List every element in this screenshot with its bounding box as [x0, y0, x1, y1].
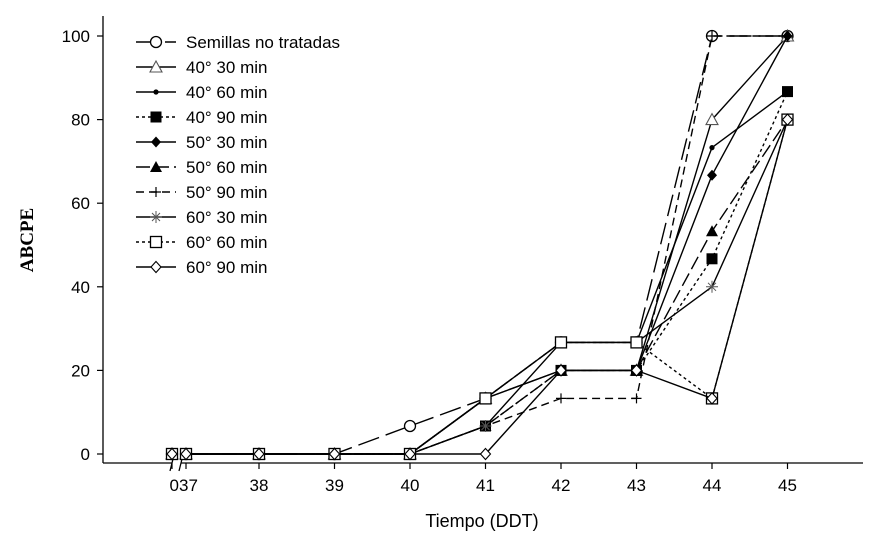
- data-point: [706, 253, 718, 265]
- y-tick-label: 100: [62, 27, 90, 46]
- data-point: [630, 336, 643, 349]
- y-tick-label: 60: [71, 194, 90, 213]
- data-point: [180, 447, 192, 461]
- data-point: [782, 86, 793, 98]
- data-point: [153, 89, 159, 95]
- data-point: [705, 112, 719, 126]
- data-point: [403, 419, 417, 433]
- series-10: [166, 113, 794, 461]
- legend-label: 40° 90 min: [186, 108, 267, 127]
- data-point: [479, 419, 492, 432]
- x-tick-label: 40: [401, 476, 420, 495]
- x-tick-label: 41: [476, 476, 495, 495]
- legend-item: 40° 60 min: [136, 83, 267, 102]
- y-tick-label: 40: [71, 278, 90, 297]
- legend-item: 40° 90 min: [136, 108, 267, 127]
- legend-label: 60° 90 min: [186, 258, 267, 277]
- legend-label: 50° 60 min: [186, 158, 267, 177]
- data-point: [709, 145, 715, 151]
- data-point: [149, 59, 163, 73]
- legend-item: Semillas no tratadas: [136, 33, 340, 52]
- data-point: [149, 235, 163, 249]
- data-point: [149, 35, 163, 49]
- legend-label: 40° 30 min: [186, 58, 267, 77]
- data-point: [556, 393, 566, 404]
- legend-label: 60° 60 min: [186, 233, 267, 252]
- x-tick-label: 39: [325, 476, 344, 495]
- data-point: [404, 447, 416, 461]
- data-point: [707, 31, 717, 41]
- data-point: [328, 447, 341, 461]
- x-tick-label: 42: [552, 476, 571, 495]
- legend-label: 40° 60 min: [186, 83, 267, 102]
- series-layer: [165, 28, 795, 461]
- data-point: [150, 161, 162, 172]
- data-point: [631, 393, 642, 404]
- x-tick-label: 38: [250, 476, 269, 495]
- data-point: [706, 392, 718, 405]
- series-line: [186, 35, 789, 455]
- data-point: [782, 31, 793, 41]
- legend-item: 60° 60 min: [136, 233, 267, 252]
- data-point: [150, 111, 162, 123]
- data-point: [166, 447, 178, 461]
- legend: Semillas no tratadas 40° 30 min 40° 60 min…: [136, 33, 340, 277]
- legend-item: 50° 60 min: [136, 158, 267, 177]
- data-point: [555, 364, 567, 377]
- data-point: [253, 447, 265, 461]
- data-point: [781, 113, 794, 126]
- x-tick-label: 43: [627, 476, 646, 495]
- legend-item: 60° 30 min: [136, 208, 267, 227]
- legend-label: 60° 30 min: [186, 208, 267, 227]
- data-point: [150, 211, 162, 223]
- y-tick-label: 0: [81, 445, 90, 464]
- y-axis-title: ABCPE: [17, 208, 38, 272]
- data-point: [706, 225, 718, 237]
- data-point: [151, 187, 161, 197]
- data-point: [479, 392, 492, 405]
- x-tick-label: 0: [170, 476, 179, 495]
- series-line: [186, 35, 789, 455]
- x-tick-label: 45: [778, 476, 797, 495]
- data-point: [707, 169, 717, 181]
- series-line: [186, 35, 788, 455]
- legend-item: 60° 90 min: [136, 258, 267, 277]
- data-point: [630, 364, 643, 377]
- data-point: [706, 280, 718, 293]
- legend-label: Semillas no tratadas: [186, 33, 340, 52]
- x-tick-label: 44: [703, 476, 722, 495]
- legend-label: 50° 90 min: [186, 183, 267, 202]
- legend-label: 50° 30 min: [186, 133, 267, 152]
- data-point: [150, 260, 162, 274]
- x-ticks: 0 37 38 39 40 41 42 43 44 45: [170, 463, 797, 495]
- data-point: [554, 336, 568, 349]
- y-tick-label: 80: [71, 111, 90, 130]
- data-point: [151, 136, 161, 148]
- y-tick-label: 20: [71, 361, 90, 380]
- data-point: [479, 447, 492, 461]
- x-axis-title: Tiempo (DDT): [425, 511, 538, 531]
- series-line: [186, 35, 788, 455]
- legend-item: 50° 30 min: [136, 133, 267, 152]
- legend-item: 40° 30 min: [136, 58, 267, 77]
- chart-axes: [102, 16, 863, 472]
- y-ticks: 0 20 40 60 80 100: [62, 27, 103, 464]
- legend-item: 50° 90 min: [136, 183, 267, 202]
- x-tick-label: 37: [179, 476, 198, 495]
